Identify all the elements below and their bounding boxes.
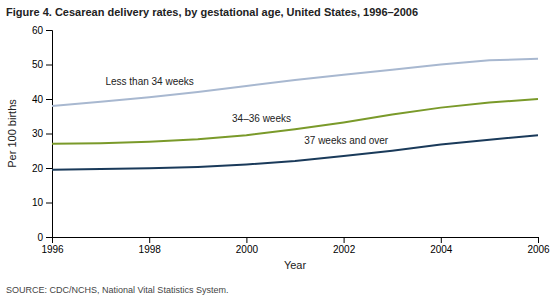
x-tick-mark bbox=[149, 237, 150, 243]
x-tick-label: 2002 bbox=[333, 244, 356, 255]
x-axis-title: Year bbox=[284, 259, 307, 271]
y-tick-label: 30 bbox=[32, 128, 44, 139]
x-tick: 2004 bbox=[430, 237, 453, 255]
title: Figure 4. Cesarean delivery rates, by ge… bbox=[6, 6, 418, 18]
series-line bbox=[52, 99, 538, 144]
x-tick: 2002 bbox=[333, 237, 356, 255]
y-axis: 0 10 20 30 40 50 60 bbox=[32, 25, 53, 243]
y-tick-label: 60 bbox=[32, 25, 44, 36]
series-line bbox=[52, 59, 538, 106]
x-tick-label: 2000 bbox=[236, 244, 259, 255]
y-tick-label: 20 bbox=[32, 163, 44, 174]
y-tick-label: 10 bbox=[32, 197, 44, 208]
y-tick: 20 bbox=[32, 163, 52, 174]
y-tick: 0 bbox=[37, 232, 52, 243]
x-axis-line bbox=[53, 238, 539, 244]
x-axis: 1996 1998 2000 2002 2004 2006 bbox=[41, 237, 550, 255]
y-tick-mark bbox=[46, 134, 52, 135]
y-axis-title: Per 100 births bbox=[6, 99, 18, 168]
y-tick-mark bbox=[46, 99, 52, 100]
series-label: 34–36 weeks bbox=[232, 113, 291, 124]
y-tick-mark bbox=[46, 168, 52, 169]
x-tick-label: 1996 bbox=[41, 244, 64, 255]
series-label: 37 weeks and over bbox=[304, 135, 389, 146]
series-labels: Less than 34 weeks 34–36 weeks 37 weeks an… bbox=[105, 76, 388, 146]
x-tick: 2000 bbox=[236, 237, 259, 255]
y-tick-label: 40 bbox=[32, 94, 44, 105]
x-tick-label: 1998 bbox=[139, 244, 162, 255]
y-tick-mark bbox=[46, 30, 52, 31]
y-tick-label: 0 bbox=[37, 232, 43, 243]
x-tick-mark bbox=[246, 237, 247, 243]
series-line bbox=[52, 135, 538, 170]
y-axis-line bbox=[46, 31, 53, 238]
y-tick: 50 bbox=[32, 59, 52, 70]
x-tick: 2006 bbox=[527, 237, 550, 255]
x-tick: 1996 bbox=[41, 237, 64, 255]
plot-area: 1996 1998 2000 2002 2004 2006 0 10 20 30 40 50 60 Yea… bbox=[6, 25, 550, 271]
y-tick-mark bbox=[46, 203, 52, 204]
y-tick: 30 bbox=[32, 128, 52, 139]
y-tick-mark bbox=[46, 237, 52, 238]
series-label: Less than 34 weeks bbox=[105, 76, 193, 87]
x-tick-label: 2006 bbox=[527, 244, 550, 255]
y-tick-label: 50 bbox=[32, 59, 44, 70]
chart: Figure 4. Cesarean delivery rates, by ge… bbox=[0, 0, 560, 299]
x-tick-label: 2004 bbox=[430, 244, 453, 255]
x-tick: 1998 bbox=[139, 237, 162, 255]
y-tick-mark bbox=[46, 65, 52, 66]
lines bbox=[52, 59, 538, 170]
x-tick-mark bbox=[344, 237, 345, 243]
y-tick: 10 bbox=[32, 197, 52, 208]
y-tick: 60 bbox=[32, 25, 52, 36]
x-tick-mark bbox=[441, 237, 442, 243]
source-note: SOURCE: CDC/NCHS, National Vital Statist… bbox=[6, 285, 228, 295]
x-tick-mark bbox=[538, 237, 539, 243]
y-tick: 40 bbox=[32, 94, 52, 105]
